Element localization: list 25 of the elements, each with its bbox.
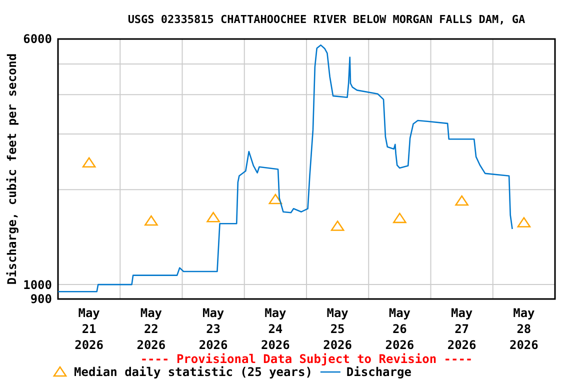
x-tick-label: May 27 2026 xyxy=(447,306,476,352)
x-tick-label: May 26 2026 xyxy=(385,306,414,352)
point xyxy=(206,212,220,222)
point xyxy=(268,194,282,204)
y-axis-title: Discharge, cubic feet per second xyxy=(5,53,19,285)
y-tick-label: 6000 xyxy=(23,32,52,46)
line-series xyxy=(57,44,513,292)
x-tick-label: May 28 2026 xyxy=(509,306,538,352)
y-tick-label: 900 xyxy=(30,292,52,306)
x-tick-label: May 25 2026 xyxy=(323,306,352,352)
x-tick-label: May 23 2026 xyxy=(198,306,228,352)
legend-label: Discharge xyxy=(346,365,412,379)
point xyxy=(144,215,158,226)
y-tick-label: 1000 xyxy=(23,278,52,292)
legend-label: Median daily statistic (25 years) xyxy=(74,365,312,379)
chart-title: USGS 02335815 CHATTAHOOCHEE RIVER BELOW MORGAN FALLS DAM, GA xyxy=(128,13,526,26)
point xyxy=(82,157,96,168)
point xyxy=(330,220,344,231)
x-tick-label: May 21 2026 xyxy=(74,306,104,352)
text: ---- Provisional Data Subject to Revision ---- xyxy=(140,352,473,366)
point xyxy=(455,195,468,206)
x-tick-label: May 22 2026 xyxy=(136,306,166,352)
x-tick-label: May 24 2026 xyxy=(260,306,290,352)
point xyxy=(517,217,531,228)
point xyxy=(393,212,406,224)
